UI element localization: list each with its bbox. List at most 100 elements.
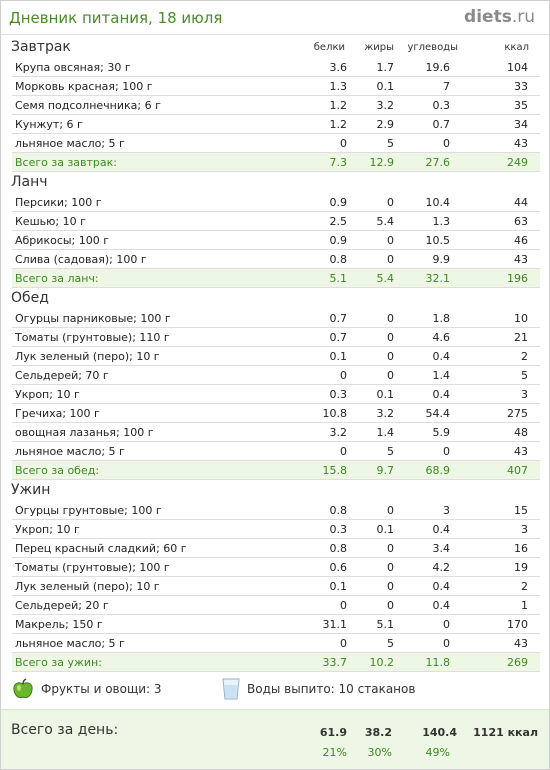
meal-total-label: Всего за ужин: (15, 656, 102, 669)
food-c2: 2.9 (376, 118, 395, 131)
meal-section: Обед Огурцы парниковые; 100 г 0.7 0 1.8 10 Том… (1, 288, 549, 480)
site-logo[interactable]: diets.ru (464, 7, 535, 27)
food-c3: 0 (443, 137, 450, 150)
food-c1: 0.1 (329, 350, 348, 363)
day-kcal: 1121 ккал (473, 726, 538, 739)
food-c4: 15 (514, 504, 528, 517)
day-protein: 61.9 (319, 726, 347, 739)
food-c2: 0 (387, 504, 394, 517)
food-c1: 0.9 (329, 234, 348, 247)
meal-title: Завтрак (11, 39, 71, 55)
food-c4: 104 (507, 61, 528, 74)
food-c1: 31.1 (322, 618, 348, 631)
extras-bar: Фрукты и овощи: 3 Воды выпито: 10 стакан… (1, 675, 549, 703)
food-row: Макрель; 150 г 31.1 5.1 0 170 (12, 615, 540, 634)
food-c3: 1.4 (432, 369, 451, 382)
meal-total-c1: 33.7 (322, 656, 348, 669)
food-row: Семя подсолнечника; 6 г 1.2 3.2 0.3 35 (12, 96, 540, 115)
food-c3: 5.9 (432, 426, 451, 439)
food-c2: 0 (387, 599, 394, 612)
meal-total-row: Всего за ланч: 5.1 5.4 32.1 196 (12, 269, 540, 288)
food-c3: 0.4 (432, 580, 451, 593)
meal-total-c1: 7.3 (329, 156, 348, 169)
food-c2: 0 (387, 542, 394, 555)
meal-total-row: Всего за ужин: 33.7 10.2 11.8 269 (12, 653, 540, 672)
meal-total-c2: 5.4 (376, 272, 395, 285)
food-c2: 0 (387, 196, 394, 209)
header-divider (1, 34, 549, 35)
page-title: Дневник питания, 18 июля (9, 9, 223, 27)
food-c3: 0.4 (432, 388, 451, 401)
meal-total-c2: 10.2 (369, 656, 395, 669)
food-row: Кешью; 10 г 2.5 5.4 1.3 63 (12, 212, 540, 231)
meal-total-c3: 11.8 (425, 656, 451, 669)
food-c2: 0.1 (376, 80, 395, 93)
food-name: Слива (садовая); 100 г (15, 253, 147, 266)
food-c3: 4.6 (432, 331, 451, 344)
food-row: Укроп; 10 г 0.3 0.1 0.4 3 (12, 385, 540, 404)
food-c4: 43 (514, 445, 528, 458)
food-name: Укроп; 10 г (15, 388, 80, 401)
food-row: Крупа овсяная; 30 г 3.6 1.7 19.6 104 (12, 58, 540, 77)
meal-section: Завтрак белки жиры углеводы ккал Крупа овсяна… (1, 37, 549, 172)
food-name: Томаты (грунтовые); 100 г (15, 561, 170, 574)
meal-total-c3: 32.1 (425, 272, 451, 285)
food-name: Огурцы парниковые; 100 г (15, 312, 171, 325)
food-c4: 1 (521, 599, 528, 612)
food-c3: 19.6 (425, 61, 451, 74)
food-c2: 1.4 (376, 426, 395, 439)
food-row: Морковь красная; 100 г 1.3 0.1 7 33 (12, 77, 540, 96)
meal-total-c1: 15.8 (322, 464, 348, 477)
food-row: Сельдерей; 70 г 0 0 1.4 5 (12, 366, 540, 385)
food-c1: 0 (340, 445, 347, 458)
food-name: Гречиха; 100 г (15, 407, 100, 420)
food-c4: 3 (521, 523, 528, 536)
food-row: Кунжут; 6 г 1.2 2.9 0.7 34 (12, 115, 540, 134)
food-c1: 0.8 (329, 542, 348, 555)
food-row: Слива (садовая); 100 г 0.8 0 9.9 43 (12, 250, 540, 269)
meal-total-row: Всего за обед: 15.8 9.7 68.9 407 (12, 461, 540, 480)
food-c2: 0 (387, 234, 394, 247)
food-c2: 0.1 (376, 523, 395, 536)
food-c4: 19 (514, 561, 528, 574)
water-count: Воды выпито: 10 стаканов (247, 682, 416, 696)
food-c4: 5 (521, 369, 528, 382)
day-total-label: Всего за день: (11, 722, 119, 738)
column-header-carbs: углеводы (407, 42, 458, 53)
food-name: Персики; 100 г (15, 196, 102, 209)
logo-main: diets (464, 7, 512, 27)
food-c3: 9.9 (432, 253, 451, 266)
food-row: Огурцы парниковые; 100 г 0.7 0 1.8 10 (12, 309, 540, 328)
food-row: Абрикосы; 100 г 0.9 0 10.5 46 (12, 231, 540, 250)
food-c1: 1.3 (329, 80, 348, 93)
food-name: Макрель; 150 г (15, 618, 103, 631)
food-c2: 0 (387, 350, 394, 363)
food-name: Сельдерей; 70 г (15, 369, 109, 382)
food-c1: 0.3 (329, 523, 348, 536)
food-c1: 0 (340, 369, 347, 382)
day-carbs: 140.4 (422, 726, 457, 739)
food-c2: 0 (387, 561, 394, 574)
food-name: Сельдерей; 20 г (15, 599, 109, 612)
food-c1: 0 (340, 637, 347, 650)
food-c2: 5 (387, 445, 394, 458)
food-c2: 0 (387, 580, 394, 593)
column-header-protein: белки (313, 42, 345, 53)
food-c4: 48 (514, 426, 528, 439)
food-name: Крупа овсяная; 30 г (15, 61, 131, 74)
food-c1: 0.8 (329, 504, 348, 517)
meal-title: Обед (11, 290, 49, 306)
apple-icon (11, 677, 35, 705)
food-c2: 1.7 (376, 61, 395, 74)
food-c4: 43 (514, 637, 528, 650)
food-row: Лук зеленый (перо); 10 г 0.1 0 0.4 2 (12, 347, 540, 366)
food-name: льняное масло; 5 г (15, 137, 125, 150)
column-header-fat: жиры (364, 42, 394, 53)
food-c2: 5 (387, 637, 394, 650)
meal-header: Обед (1, 288, 549, 309)
food-c4: 170 (507, 618, 528, 631)
food-row: льняное масло; 5 г 0 5 0 43 (12, 442, 540, 461)
food-name: Укроп; 10 г (15, 523, 80, 536)
food-c3: 1.8 (432, 312, 451, 325)
food-c4: 34 (514, 118, 528, 131)
